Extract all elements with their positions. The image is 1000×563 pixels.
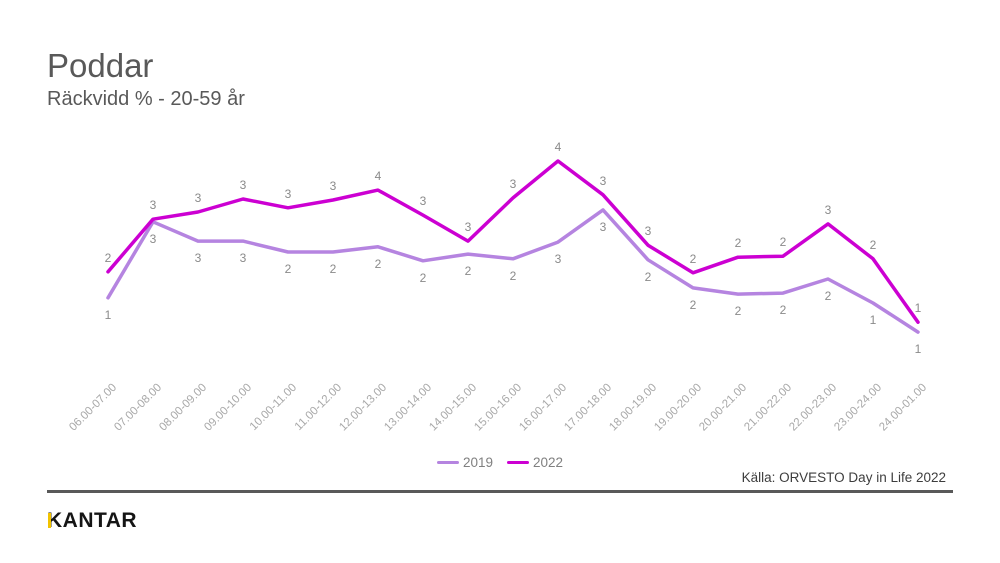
data-label-2019: 3 <box>555 252 562 266</box>
data-label-2022: 3 <box>465 220 472 234</box>
logo-yellow-bar-icon <box>48 513 51 528</box>
data-label-2022: 3 <box>330 179 337 193</box>
page-subtitle: Räckvidd % - 20-59 år <box>47 88 245 110</box>
x-axis-label: 20.00-21.00 <box>697 382 749 434</box>
data-label-2019: 3 <box>150 232 157 246</box>
data-label-2019: 3 <box>240 251 247 265</box>
page-title: Poddar <box>47 47 154 84</box>
series-line-2022 <box>106 159 920 324</box>
footer-divider <box>47 490 953 493</box>
x-axis-label: 19.00-20.00 <box>652 382 704 434</box>
data-label-2019: 2 <box>285 262 292 276</box>
data-label-2022: 2 <box>690 252 697 266</box>
data-label-2019: 2 <box>645 270 652 284</box>
data-label-2022: 3 <box>600 174 607 188</box>
legend-label-2022: 2022 <box>533 455 564 470</box>
data-label-2019: 2 <box>690 298 697 312</box>
data-label-2019: 3 <box>600 220 607 234</box>
x-axis-label: 12.00-13.00 <box>337 382 389 434</box>
data-label-2022: 2 <box>780 235 787 249</box>
x-axis-label: 16.00-17.00 <box>517 382 569 434</box>
data-label-2019: 1 <box>915 342 922 356</box>
x-axis-label: 10.00-11.00 <box>248 382 299 433</box>
data-label-2019: 2 <box>375 257 382 271</box>
data-label-2019: 2 <box>420 271 427 285</box>
data-label-2022: 2 <box>870 238 877 252</box>
data-label-2022: 4 <box>375 169 382 183</box>
data-label-2022: 3 <box>645 224 652 238</box>
legend-swatch-2022-icon <box>507 460 529 465</box>
data-label-2022: 1 <box>915 301 922 315</box>
x-axis-label: 24.00-01.00 <box>877 382 929 434</box>
chart-legend: 2019 2022 <box>0 455 1000 470</box>
x-axis-label: 14.00-15.00 <box>427 382 479 434</box>
x-axis-label: 17.00-18.00 <box>562 382 614 434</box>
data-label-2022: 2 <box>735 236 742 250</box>
x-axis-label: 08.00-09.00 <box>157 382 209 434</box>
x-axis-label: 09.00-10.00 <box>202 382 254 434</box>
x-axis-label: 22.00-23.00 <box>787 382 839 434</box>
data-label-2022: 2 <box>105 251 112 265</box>
data-label-2019: 2 <box>330 262 337 276</box>
data-label-2022: 3 <box>195 191 202 205</box>
legend-item-2022: 2022 <box>507 455 563 470</box>
data-label-2022: 3 <box>240 178 247 192</box>
x-axis-label: 21.00-22.00 <box>742 382 794 434</box>
data-label-2019: 1 <box>870 313 877 327</box>
data-label-2019: 2 <box>465 264 472 278</box>
data-label-2019: 2 <box>825 289 832 303</box>
x-axis-label: 07.00-08.00 <box>112 382 164 434</box>
data-label-2019: 1 <box>105 308 112 322</box>
x-axis-label: 06.00-07.00 <box>67 382 119 434</box>
source-note: Källa: ORVESTO Day in Life 2022 <box>741 470 946 485</box>
data-label-2022: 3 <box>150 198 157 212</box>
x-axis-label: 15.00-16.00 <box>472 382 524 434</box>
x-axis-label: 13.00-14.00 <box>382 382 434 434</box>
legend-label-2019: 2019 <box>462 455 493 470</box>
data-label-2022: 3 <box>285 187 292 201</box>
x-axis-label: 18.00-19.00 <box>607 382 659 434</box>
kantar-logo-text: KANTAR <box>47 509 138 532</box>
legend-swatch-2019-icon <box>436 460 459 465</box>
data-label-2022: 3 <box>825 203 832 217</box>
x-axis-label: 23.00-24.00 <box>832 382 884 434</box>
data-label-2019: 3 <box>195 251 202 265</box>
series-line-2019 <box>106 208 920 334</box>
kantar-logo: KANTAR <box>47 508 137 534</box>
data-label-2022: 3 <box>510 177 517 191</box>
line-chart-plot: 06.00-07.0007.00-08.0008.00-09.0009.00-1… <box>67 140 929 434</box>
data-label-2019: 2 <box>510 269 517 283</box>
data-label-2019: 2 <box>735 304 742 318</box>
legend-item-2019: 2019 <box>436 455 493 470</box>
data-label-2022: 4 <box>555 140 562 154</box>
data-label-2019: 2 <box>780 303 787 317</box>
data-label-2022: 3 <box>420 194 427 208</box>
